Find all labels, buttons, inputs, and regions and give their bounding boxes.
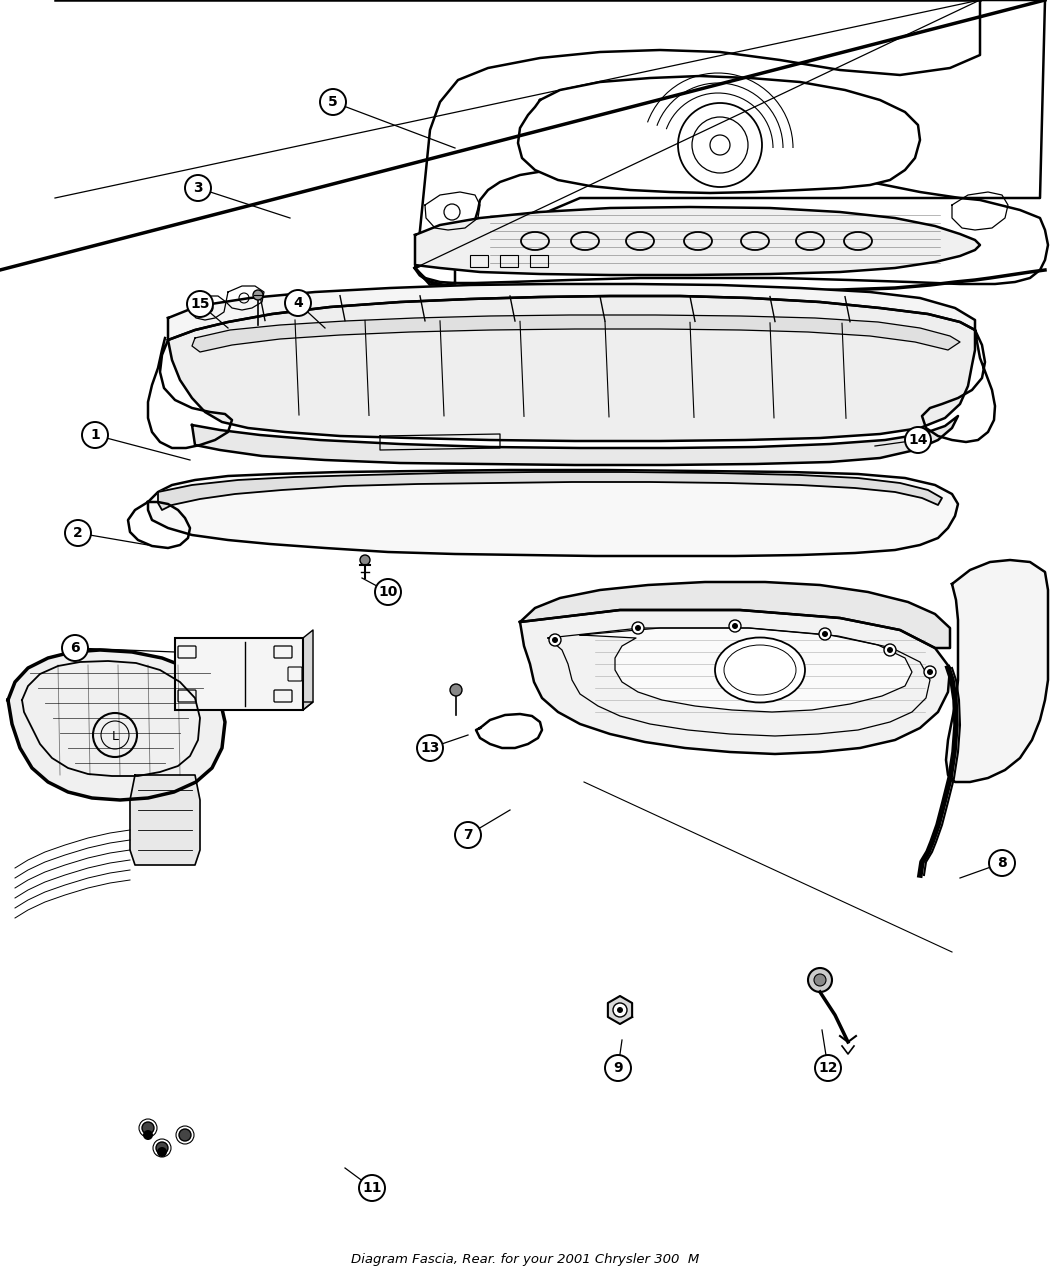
Circle shape [142, 1122, 154, 1133]
Circle shape [924, 666, 936, 678]
Text: 6: 6 [70, 641, 80, 655]
FancyBboxPatch shape [175, 638, 303, 710]
Polygon shape [520, 609, 950, 754]
Circle shape [887, 646, 892, 653]
Circle shape [417, 734, 443, 761]
Circle shape [285, 289, 311, 316]
Text: L: L [111, 731, 119, 743]
Circle shape [822, 631, 828, 638]
Polygon shape [158, 472, 942, 510]
Text: 2: 2 [74, 527, 83, 541]
Polygon shape [148, 470, 958, 556]
Circle shape [905, 427, 931, 453]
Circle shape [989, 850, 1015, 876]
Text: 3: 3 [193, 181, 203, 195]
Text: 15: 15 [190, 297, 210, 311]
Polygon shape [192, 416, 958, 465]
Text: 10: 10 [378, 585, 398, 599]
Polygon shape [580, 629, 912, 711]
Circle shape [320, 89, 346, 115]
Circle shape [808, 968, 832, 992]
Circle shape [375, 579, 401, 606]
Polygon shape [8, 650, 225, 799]
Circle shape [62, 635, 88, 660]
Text: 8: 8 [998, 856, 1007, 870]
Circle shape [927, 669, 933, 674]
Polygon shape [518, 76, 920, 193]
Circle shape [729, 620, 741, 632]
Circle shape [253, 289, 262, 300]
Circle shape [359, 1176, 385, 1201]
Polygon shape [520, 581, 950, 648]
Circle shape [635, 625, 640, 631]
Circle shape [732, 623, 738, 629]
Circle shape [814, 974, 826, 986]
Circle shape [617, 1007, 623, 1014]
Circle shape [605, 1054, 631, 1081]
Ellipse shape [715, 638, 805, 703]
Polygon shape [175, 703, 313, 710]
Polygon shape [168, 296, 975, 441]
Polygon shape [303, 630, 313, 710]
Text: Diagram Fascia, Rear. for your 2001 Chrysler 300  M: Diagram Fascia, Rear. for your 2001 Chry… [351, 1253, 699, 1266]
Circle shape [187, 291, 213, 317]
Circle shape [65, 520, 91, 546]
Text: 5: 5 [328, 96, 338, 108]
Polygon shape [168, 284, 975, 340]
Circle shape [552, 638, 558, 643]
Circle shape [815, 1054, 841, 1081]
Circle shape [549, 634, 561, 646]
Text: 1: 1 [90, 428, 100, 442]
Circle shape [158, 1148, 167, 1156]
Text: 13: 13 [420, 741, 440, 755]
Circle shape [632, 622, 644, 634]
Polygon shape [946, 560, 1048, 782]
Text: 7: 7 [463, 827, 472, 842]
Polygon shape [130, 775, 200, 864]
Text: 12: 12 [818, 1061, 838, 1075]
Circle shape [178, 1128, 191, 1141]
Circle shape [143, 1130, 153, 1140]
Circle shape [450, 683, 462, 696]
Text: 4: 4 [293, 296, 302, 310]
Circle shape [360, 555, 370, 565]
Circle shape [613, 1003, 627, 1017]
Circle shape [455, 822, 481, 848]
Text: 14: 14 [908, 434, 928, 448]
Text: 9: 9 [613, 1061, 623, 1075]
Circle shape [819, 629, 831, 640]
Circle shape [156, 1142, 168, 1154]
Circle shape [185, 175, 211, 201]
Circle shape [884, 644, 896, 657]
Polygon shape [415, 207, 980, 275]
Polygon shape [608, 996, 632, 1024]
Polygon shape [192, 315, 960, 352]
Text: 11: 11 [362, 1181, 382, 1195]
Circle shape [82, 422, 108, 448]
